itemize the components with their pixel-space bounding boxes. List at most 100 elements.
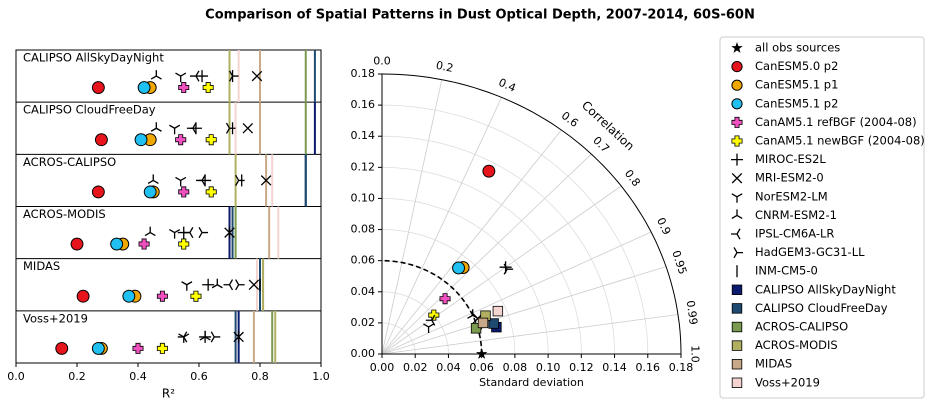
model-point: [248, 279, 260, 291]
model-point: [55, 341, 69, 355]
figure-title: Comparison of Spatial Patterns in Dust O…: [205, 8, 755, 23]
legend-label: NorESM2-LM: [755, 189, 828, 203]
legend-label: INM-CM5-0: [755, 264, 818, 278]
corr-tick-label: 0.9: [654, 216, 673, 237]
legend-label: CanAM5.1 refBGF (2004-08): [755, 115, 917, 129]
model-point: [110, 237, 124, 251]
model-point: [196, 174, 206, 186]
row-label: Voss+2019: [23, 311, 88, 325]
legend-marker: [731, 135, 743, 147]
y-tick-label: 0.10: [351, 191, 376, 204]
model-point: [143, 185, 157, 199]
taylor-point: [492, 305, 504, 317]
corr-tick-label: 0.7: [590, 134, 612, 156]
y-tick-label: 0.06: [351, 254, 376, 267]
row-label: CALIPSO CloudFreeDay: [23, 103, 156, 117]
outer-arc: [381, 73, 682, 355]
model-point: [91, 81, 105, 95]
legend-label: IPSL-CM6A-LR: [755, 227, 834, 241]
x-tick-label: 0.4: [129, 370, 147, 383]
y-tick-label: 0.08: [351, 223, 376, 236]
legend-label: Voss+2019: [755, 375, 820, 389]
model-point: [178, 82, 190, 94]
model-point: [210, 331, 221, 343]
row-label: ACROS-CALIPSO: [23, 155, 116, 169]
model-point: [225, 122, 236, 134]
y-tick-label: 0.12: [351, 160, 376, 173]
taylor-point: [488, 318, 499, 329]
model-point: [228, 70, 239, 82]
taylor-point: [503, 263, 514, 275]
x-tick-label: 0.00: [370, 361, 395, 374]
model-point: [169, 229, 181, 239]
model-point: [177, 331, 188, 343]
taylor-point: [477, 317, 489, 329]
model-point: [175, 72, 187, 83]
model-point: [211, 278, 223, 289]
model-point: [190, 290, 202, 302]
x-tick-label: 0.14: [602, 361, 627, 374]
corr-tick-label: 0.4: [497, 76, 518, 95]
model-point: [196, 70, 209, 83]
corr-tick-label: 0.6: [559, 109, 581, 130]
std-grid-arc: [381, 135, 615, 355]
model-point: [169, 124, 181, 135]
corr-tick-label: 0.8: [622, 167, 643, 189]
legend-marker: [731, 61, 743, 73]
corr-tick-label: 0.99: [684, 300, 700, 326]
corr-tick-label: 1.0: [689, 345, 702, 363]
legend-label: HadGEM3-GC31-LL: [755, 245, 865, 259]
model-point: [91, 341, 105, 355]
std-grid-arc: [382, 291, 449, 354]
model-point: [175, 134, 187, 146]
legend-marker: [731, 98, 743, 110]
legend-label: CNRM-ESM2-1: [755, 208, 837, 222]
model-point: [134, 133, 148, 147]
model-point: [178, 333, 190, 343]
y-tick-label: 0.16: [351, 98, 376, 111]
x-tick-label: 0.18: [669, 361, 694, 374]
x-tick-label: 0.06: [469, 361, 494, 374]
y-tick-label: 0.18: [351, 67, 376, 80]
legend-marker: [731, 358, 743, 370]
taylor-point: [470, 323, 482, 334]
model-point: [150, 122, 162, 132]
corr-grid-line: [381, 231, 652, 355]
model-point: [156, 342, 168, 354]
model-point: [144, 226, 156, 237]
corr-tick-label: 0.0: [373, 54, 391, 67]
x-tick-label: 0.16: [636, 361, 661, 374]
legend-label: all obs sources: [755, 41, 840, 55]
x-tick-label: 0.02: [403, 361, 428, 374]
taylor-point: [425, 314, 436, 326]
x-tick-label: 0.0: [7, 370, 25, 383]
y-tick-label: 0.02: [351, 316, 376, 329]
corr-grid-line: [381, 79, 443, 355]
taylor-point: [482, 164, 496, 178]
legend-marker: [731, 377, 743, 389]
legend-marker: [731, 321, 743, 333]
x-tick-label: 0.2: [68, 370, 86, 383]
legend-label: CanESM5.1 p1: [755, 78, 838, 92]
corr-tick-label: 0.2: [435, 59, 455, 75]
legend-label: ACROS-CALIPSO: [755, 320, 848, 334]
taylor-point: [428, 309, 440, 321]
std-grid-arc: [381, 166, 582, 354]
row-label: MIDAS: [23, 259, 60, 273]
x-tick-label: 0.6: [190, 370, 208, 383]
model-point: [251, 70, 263, 82]
model-point: [70, 237, 84, 251]
y-tick-label: 0.14: [351, 129, 376, 142]
model-point: [235, 174, 245, 186]
legend-marker: [731, 116, 743, 128]
legend-label: CALIPSO CloudFreeDay: [755, 301, 888, 315]
legend-label: CALIPSO AllSkyDayNight: [755, 282, 896, 296]
taylor-point: [439, 293, 451, 305]
model-point: [175, 176, 187, 187]
corr-grid-line: [381, 129, 562, 355]
taylor-point: [452, 261, 465, 275]
corr-grid-line: [381, 97, 502, 355]
std-grid-arc: [381, 198, 549, 354]
x-tick-label: 0.12: [569, 361, 594, 374]
